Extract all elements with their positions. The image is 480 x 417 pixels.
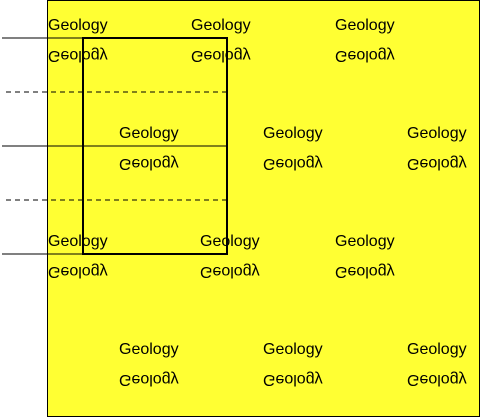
geology-label: Geology [407,125,467,142]
geology-label: Geology [407,341,467,358]
geology-label: Geology [48,17,108,34]
geology-label-flipped: Geology [191,47,251,64]
geology-label: Geology [119,125,179,142]
geology-label-flipped: Geology [335,47,395,64]
geology-label-pair: Geology Geology [119,341,179,388]
geology-label-flipped: Geology [407,371,467,388]
geology-label-flipped: Geology [200,263,260,280]
geology-label-flipped: Geology [119,155,179,172]
geology-label-flipped: Geology [263,371,323,388]
geology-label-pair: Geology Geology [119,125,179,172]
geology-label-pair: Geology Geology [335,17,395,64]
geology-label: Geology [263,125,323,142]
geology-label-pair: Geology Geology [407,125,467,172]
geology-label-pair: Geology Geology [263,341,323,388]
geology-label: Geology [48,233,108,250]
geology-label: Geology [335,233,395,250]
geology-label: Geology [335,17,395,34]
geology-label-flipped: Geology [263,155,323,172]
yellow-sheet [47,0,480,417]
geology-label-pair: Geology Geology [191,17,251,64]
geology-label-flipped: Geology [335,263,395,280]
geology-label-pair: Geology Geology [407,341,467,388]
geology-label-flipped: Geology [407,155,467,172]
geology-label-flipped: Geology [48,47,108,64]
geology-label: Geology [200,233,260,250]
geology-label-pair: Geology Geology [335,233,395,280]
geology-label-flipped: Geology [119,371,179,388]
geology-labels-layer: GeologyGeologyGeologyGeologyGeologyGeolo… [48,17,467,388]
geology-label-flipped: Geology [48,263,108,280]
geology-label: Geology [263,341,323,358]
geology-label-pair: Geology Geology [200,233,260,280]
geology-label-pair: Geology Geology [48,17,108,64]
geology-label-pair: Geology Geology [48,233,108,280]
geology-label: Geology [119,341,179,358]
geology-label-pair: Geology Geology [263,125,323,172]
geology-label: Geology [191,17,251,34]
selection-frame [82,37,228,255]
